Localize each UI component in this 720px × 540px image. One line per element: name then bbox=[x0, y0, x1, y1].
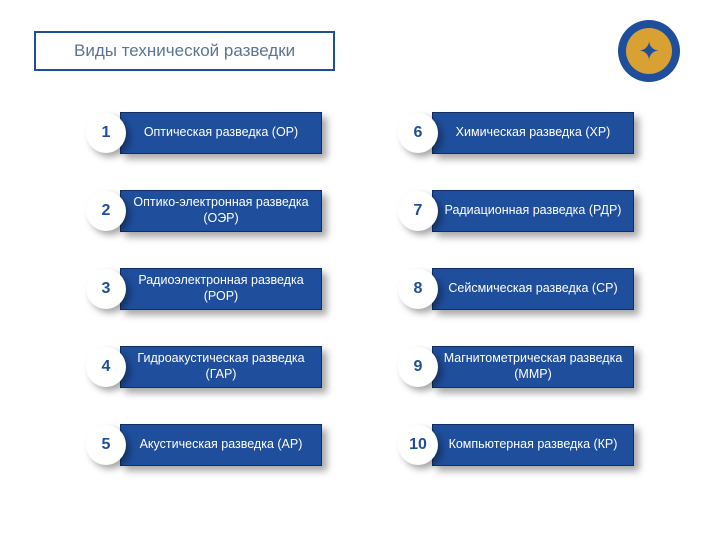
list-item: 7 Радиационная разведка (РДР) bbox=[398, 190, 634, 232]
item-number: 5 bbox=[86, 425, 126, 465]
list-item: 4 Гидроакустическая разведка (ГАР) bbox=[86, 346, 322, 388]
list-item: 6 Химическая разведка (ХР) bbox=[398, 112, 634, 154]
item-number: 7 bbox=[398, 191, 438, 231]
item-number: 4 bbox=[86, 347, 126, 387]
item-number: 3 bbox=[86, 269, 126, 309]
list-item: 9 Магнитометрическая разведка (ММР) bbox=[398, 346, 634, 388]
item-label: Радиоэлектронная разведка (РОР) bbox=[120, 268, 322, 310]
item-label: Гидроакустическая разведка (ГАР) bbox=[120, 346, 322, 388]
item-label: Сейсмическая разведка (СР) bbox=[432, 268, 634, 310]
item-label: Оптико-электронная разведка (ОЭР) bbox=[120, 190, 322, 232]
item-label: Радиационная разведка (РДР) bbox=[432, 190, 634, 232]
item-number: 1 bbox=[86, 113, 126, 153]
item-number: 6 bbox=[398, 113, 438, 153]
item-label: Оптическая разведка (ОР) bbox=[120, 112, 322, 154]
column-right: 6 Химическая разведка (ХР) 7 Радиационна… bbox=[398, 112, 634, 466]
list-item: 1 Оптическая разведка (ОР) bbox=[86, 112, 322, 154]
item-number: 9 bbox=[398, 347, 438, 387]
emblem-icon: ✦ bbox=[618, 20, 680, 82]
emblem-inner-icon: ✦ bbox=[626, 28, 672, 74]
page-title: Виды технической разведки bbox=[34, 31, 335, 71]
columns-container: 1 Оптическая разведка (ОР) 2 Оптико-элек… bbox=[34, 112, 686, 466]
item-label: Магнитометрическая разведка (ММР) bbox=[432, 346, 634, 388]
list-item: 3 Радиоэлектронная разведка (РОР) bbox=[86, 268, 322, 310]
item-label: Компьютерная разведка (КР) bbox=[432, 424, 634, 466]
list-item: 10 Компьютерная разведка (КР) bbox=[398, 424, 634, 466]
list-item: 5 Акустическая разведка (АР) bbox=[86, 424, 322, 466]
list-item: 8 Сейсмическая разведка (СР) bbox=[398, 268, 634, 310]
item-label: Акустическая разведка (АР) bbox=[120, 424, 322, 466]
list-item: 2 Оптико-электронная разведка (ОЭР) bbox=[86, 190, 322, 232]
item-label: Химическая разведка (ХР) bbox=[432, 112, 634, 154]
item-number: 10 bbox=[398, 425, 438, 465]
item-number: 2 bbox=[86, 191, 126, 231]
header-row: Виды технической разведки ✦ bbox=[34, 20, 686, 82]
item-number: 8 bbox=[398, 269, 438, 309]
column-left: 1 Оптическая разведка (ОР) 2 Оптико-элек… bbox=[86, 112, 322, 466]
